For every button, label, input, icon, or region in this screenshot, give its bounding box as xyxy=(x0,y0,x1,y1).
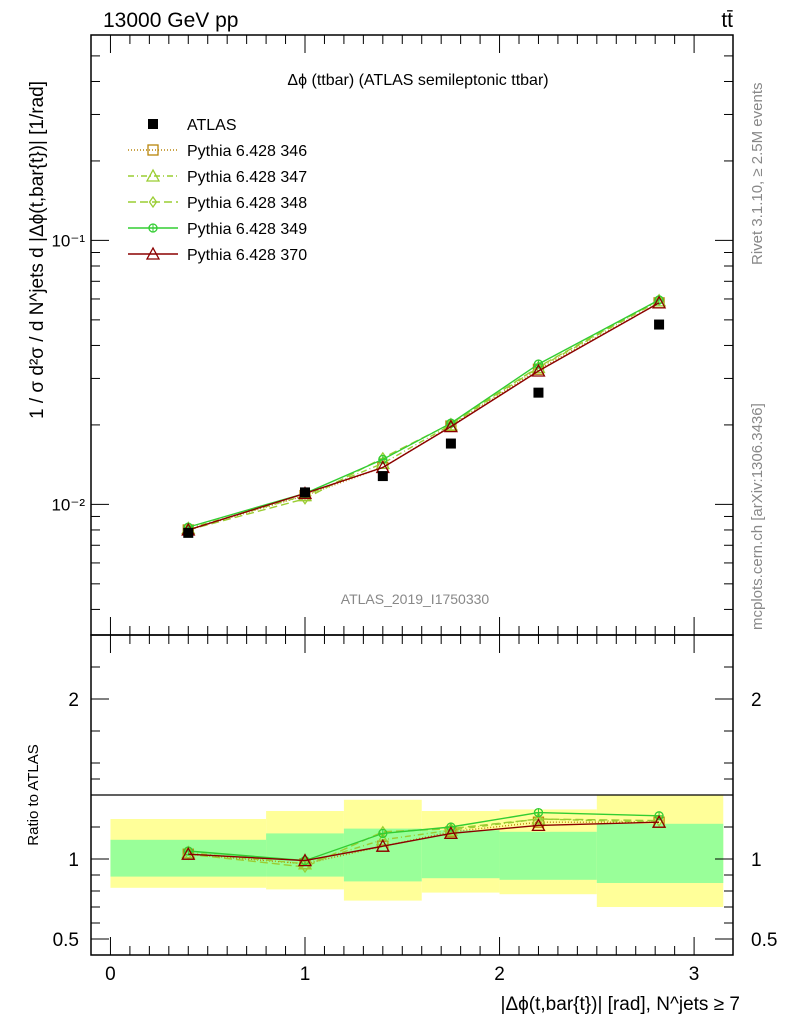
ratio-series-point xyxy=(531,818,546,832)
ratio-axis-ticks: 0.5 0.5 1 1 2 2 0 1 2 3 xyxy=(53,635,777,985)
ratio-series-line xyxy=(188,818,660,868)
atlas-data-point xyxy=(533,387,544,398)
legend-label: Pythia 6.428 348 xyxy=(187,195,307,212)
legend-item-4: Pythia 6.428 349 xyxy=(128,221,307,238)
legend: ATLAS Pythia 6.428 346 Pythia 6.428 347 Pyt… xyxy=(128,117,307,264)
ratio-series-point xyxy=(375,832,390,846)
x-tick-label: 3 xyxy=(689,964,700,985)
main-series-line xyxy=(188,302,660,531)
main-title: Δϕ (ttbar) (ATLAS semileptonic ttbar) xyxy=(287,72,548,89)
ratio-y-tick-label-left: 0.5 xyxy=(53,930,79,951)
ratio-panel: 0.5 0.5 1 1 2 2 0 1 2 3 Ratio to ATLAS |Δϕ(t,bar{… xyxy=(25,634,777,1015)
legend-marker xyxy=(148,119,158,129)
ratio-series-point xyxy=(297,853,313,867)
main-series-line xyxy=(188,300,660,530)
ratio-band-green xyxy=(421,830,500,879)
legend-marker xyxy=(147,144,159,156)
main-y-tick-label: 10⁻² xyxy=(51,495,85,514)
header-right: tt̄ xyxy=(721,9,733,32)
main-y-tick-label: 10⁻¹ xyxy=(51,231,85,250)
main-series-point xyxy=(531,363,546,377)
legend-item-1: Pythia 6.428 346 xyxy=(128,143,307,160)
legend-item-data: ATLAS xyxy=(148,117,237,134)
main-axis-ticks: 10⁻² 10⁻¹ xyxy=(51,35,733,635)
x-tick-label: 1 xyxy=(300,964,311,985)
legend-marker xyxy=(148,195,158,209)
header-left: 13000 GeV pp xyxy=(103,9,238,32)
legend-label: Pythia 6.428 370 xyxy=(187,247,307,264)
y-axis-label: 1 / σ d²σ / d N^jets d |Δϕ(t,bar{t})| [1… xyxy=(27,81,48,419)
rivet-version-text: Rivet 3.1.10, ≥ 2.5M events xyxy=(749,83,766,266)
ratio-uncertainty-bands xyxy=(110,795,724,907)
main-series-4 xyxy=(183,295,664,532)
main-series-1 xyxy=(182,297,665,536)
main-series xyxy=(181,293,667,537)
ratio-series-line xyxy=(188,821,660,865)
legend-marker xyxy=(145,168,161,182)
ratio-band-green xyxy=(499,831,597,880)
legend-label: Pythia 6.428 349 xyxy=(187,221,307,238)
analysis-label: ATLAS_2019_I1750330 xyxy=(341,591,490,607)
main-series-point xyxy=(654,293,664,307)
ratio-series-point xyxy=(533,807,544,818)
legend-label: Pythia 6.428 347 xyxy=(187,169,307,186)
legend-item-5: Pythia 6.428 370 xyxy=(128,246,307,264)
main-series-line xyxy=(188,299,660,531)
ratio-frame xyxy=(90,634,734,956)
ratio-y-tick-label-left: 2 xyxy=(68,690,79,711)
ratio-series xyxy=(181,807,667,874)
ratio-series-point xyxy=(181,846,196,860)
atlas-data-point xyxy=(183,527,194,538)
legend-item-3: Pythia 6.428 348 xyxy=(128,195,307,212)
atlas-data-point xyxy=(377,471,388,482)
legend-marker xyxy=(145,246,161,260)
ratio-series-point xyxy=(534,812,543,826)
ratio-y-axis-label: Ratio to ATLAS xyxy=(25,744,42,845)
main-series-point xyxy=(443,419,459,433)
main-data-points xyxy=(183,319,665,538)
legend-label: ATLAS xyxy=(187,117,237,134)
main-panel: 10⁻² 10⁻¹ Δϕ (ttbar) (ATLAS semileptonic … xyxy=(27,34,734,636)
main-series-line xyxy=(188,302,660,531)
ratio-band-green xyxy=(596,823,724,883)
x-axis-label: |Δϕ(t,bar{t})| [rad], N^jets ≥ 7 xyxy=(501,994,740,1015)
mcplots-text: mcplots.cern.ch [arXiv:1306.3436] xyxy=(749,403,766,630)
ratio-y-tick-label-right: 1 xyxy=(751,850,762,871)
ratio-y-tick-label-right: 0.5 xyxy=(751,930,777,951)
x-tick-label: 2 xyxy=(494,964,505,985)
x-tick-label: 0 xyxy=(105,964,116,985)
atlas-data-point xyxy=(445,438,456,449)
legend-marker xyxy=(148,223,158,233)
ratio-y-tick-label-left: 1 xyxy=(68,850,79,871)
main-series-5 xyxy=(181,295,667,536)
ratio-series-point xyxy=(378,828,388,839)
ratio-y-tick-label-right: 2 xyxy=(751,690,762,711)
ratio-series-point xyxy=(651,814,667,828)
main-series-line xyxy=(188,299,660,528)
ratio-series-point xyxy=(375,838,390,852)
main-series-2 xyxy=(181,293,667,535)
ratio-series-point xyxy=(181,845,196,859)
main-series-point xyxy=(651,295,667,309)
main-series-3 xyxy=(183,293,664,537)
ratio-series-point xyxy=(443,826,459,840)
legend-label: Pythia 6.428 346 xyxy=(187,143,307,160)
atlas-data-point xyxy=(654,319,665,330)
ratio-series-5 xyxy=(181,814,667,867)
legend-item-2: Pythia 6.428 347 xyxy=(128,168,307,186)
ratio-series-line xyxy=(188,821,660,862)
atlas-data-point xyxy=(300,487,310,498)
